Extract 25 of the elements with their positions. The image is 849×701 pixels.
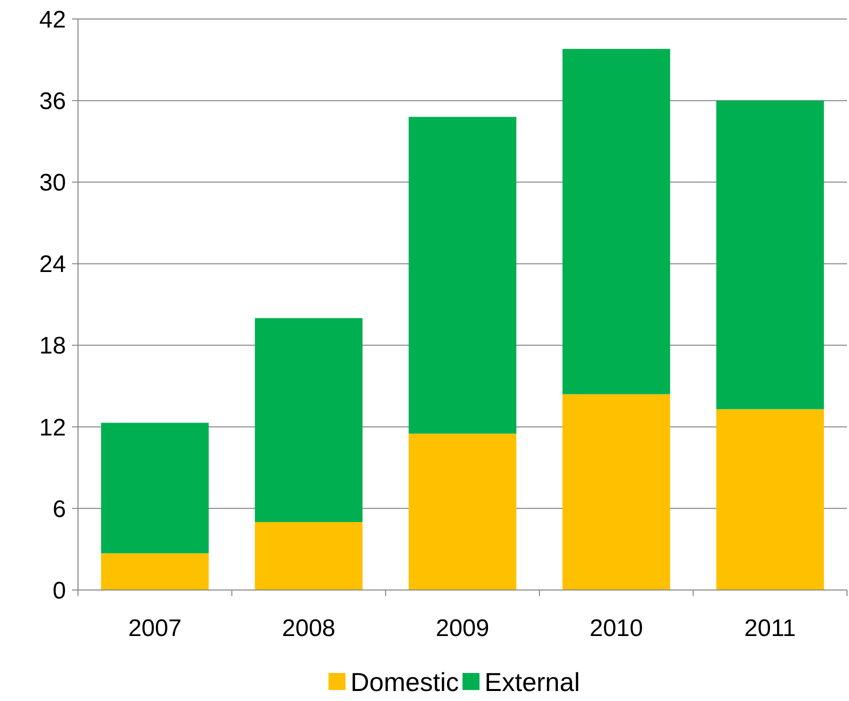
bar: [408, 434, 516, 590]
bar: [562, 48, 670, 394]
legend-label: External: [484, 667, 580, 698]
x-tick-label: 2011: [744, 615, 796, 642]
bar: [562, 394, 670, 590]
x-tick-label: 2009: [436, 615, 490, 642]
y-tick-label: 18: [39, 332, 66, 360]
bar: [254, 318, 363, 522]
x-tick-label: 2008: [282, 615, 336, 642]
y-tick-label: 12: [39, 414, 66, 442]
bar: [101, 422, 209, 554]
x-tick-label: 2010: [590, 615, 643, 642]
bar: [716, 100, 824, 410]
y-tick-label: 36: [39, 88, 66, 115]
x-tick-label: 2007: [128, 615, 182, 642]
y-tick-label: 24: [39, 251, 66, 278]
y-tick-label: 0: [52, 577, 66, 604]
legend-label: Domestic: [350, 667, 459, 698]
y-tick-label: 42: [39, 6, 66, 34]
bar: [254, 522, 363, 590]
y-tick-label: 6: [52, 496, 66, 523]
bar: [716, 409, 824, 590]
y-tick-label: 30: [39, 170, 66, 197]
bar: [101, 553, 209, 590]
bar: [408, 116, 516, 434]
